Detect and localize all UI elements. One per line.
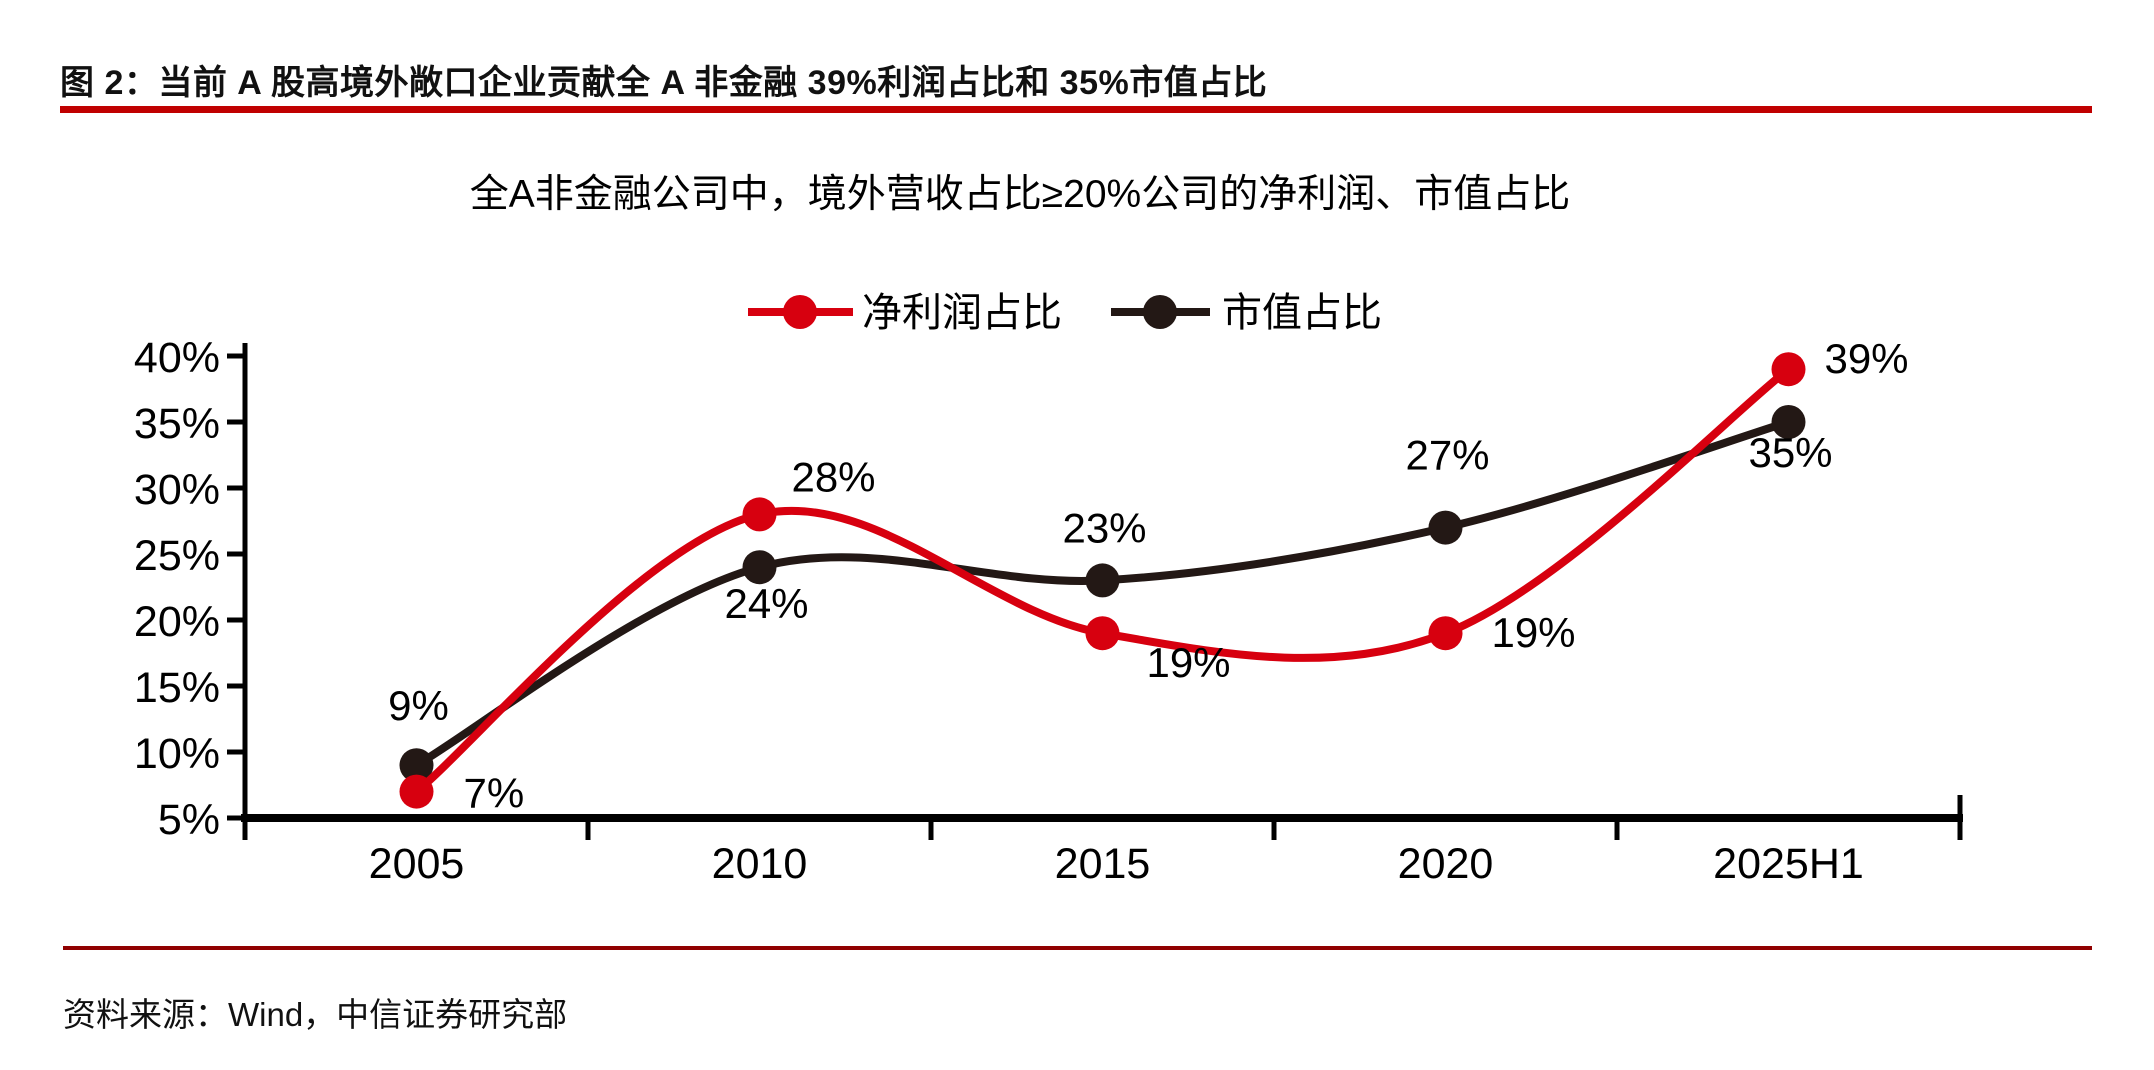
data-point-label: 19% [1146,639,1230,686]
legend-dot-marker [1143,295,1177,329]
chart-title: 全A非金融公司中，境外营收占比≥20%公司的净利润、市值占比 [470,173,1570,216]
line-chart: 全A非金融公司中，境外营收占比≥20%公司的净利润、市值占比 净利润占比 市值占… [134,173,1963,888]
data-point-marker [1085,563,1120,598]
data-point-marker [1771,405,1806,439]
data-point-label: 28% [791,453,875,500]
y-tick-label: 40% [134,334,220,382]
legend-item-market-cap-share: 市值占比 [1111,291,1382,335]
x-tick-label: 2005 [369,840,465,888]
data-point-marker [399,774,434,809]
y-tick-label: 30% [134,466,220,514]
data-labels: 7% 28% 19% 19% 39% 9% 24% 23% 27% 35% [388,335,1908,816]
title-divider [60,106,2092,113]
figure-title: 图 2：当前 A 股高境外敞口企业贡献全 A 非金融 39%利润占比和 35%市… [60,64,1268,102]
data-point-label: 24% [724,580,808,627]
y-tick-label: 5% [158,796,220,844]
data-point-marker [1085,616,1120,651]
legend-label: 净利润占比 [862,291,1062,335]
legend-item-net-profit-share: 净利润占比 [748,291,1062,335]
y-tick-label: 25% [134,532,220,580]
data-point-marker [742,497,777,532]
source-divider [63,946,2092,950]
series-lines [399,352,1806,809]
data-point-label: 27% [1405,432,1489,479]
axes: 40% 35% 30% 25% 20% 15% 10% 5% 2005 2010 2015 2020 2… [134,334,1963,888]
y-tick-label: 35% [134,400,220,448]
data-point-marker [399,748,434,783]
data-point-label: 23% [1062,504,1146,551]
data-point-marker [742,550,777,585]
legend-dot-marker [783,295,817,329]
legend-label: 市值占比 [1222,291,1382,335]
data-point-marker [1771,352,1806,387]
source-note: 资料来源：Wind，中信证券研究部 [63,996,568,1033]
x-tick-label: 2025H1 [1713,840,1864,888]
data-point-marker [1428,510,1463,545]
data-point-label: 35% [1748,429,1832,476]
data-point-label: 39% [1824,335,1908,382]
data-point-label: 9% [388,682,449,729]
x-tick-label: 2020 [1398,840,1494,888]
data-point-label: 7% [464,770,525,817]
y-tick-label: 20% [134,598,220,646]
x-tick-label: 2010 [712,840,808,888]
x-tick-label: 2015 [1055,840,1151,888]
data-point-label: 19% [1491,609,1575,656]
y-tick-label: 10% [134,730,220,778]
data-point-marker [1428,616,1463,651]
legend: 净利润占比 市值占比 [748,291,1382,335]
y-tick-label: 15% [134,664,220,712]
